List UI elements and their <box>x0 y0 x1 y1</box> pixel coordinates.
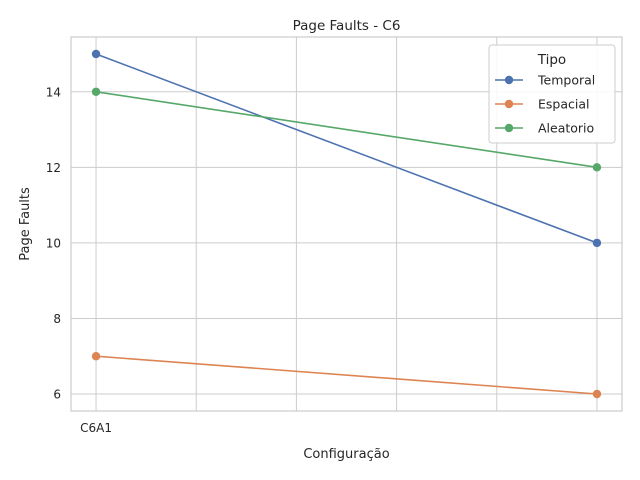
legend-entry-espacial: Espacial <box>495 97 589 112</box>
data-point-aleatorio-1 <box>592 163 602 172</box>
series-line-temporal <box>95 53 598 244</box>
plot-frame <box>70 36 623 412</box>
series-line-aleatorio <box>95 90 598 169</box>
legend-label-temporal: Temporal <box>537 73 595 88</box>
legend-frame <box>488 44 616 144</box>
x-tick-label-0: C6A1 <box>80 421 112 435</box>
y-axis-ticks: 6 8 10 12 14 <box>46 85 61 401</box>
legend-entry-temporal: Temporal <box>495 73 595 88</box>
data-point-temporal-1 <box>592 238 602 248</box>
y-tick-label-0: 6 <box>53 388 61 402</box>
data-point-espacial-0 <box>91 352 101 361</box>
legend-title: Tipo <box>537 52 566 68</box>
chart-title: Page Faults - C6 <box>293 18 401 34</box>
series-layer <box>91 49 602 399</box>
legend-label-espacial: Espacial <box>538 97 589 112</box>
legend: Tipo Temporal Espacial Aleatorio <box>488 44 616 144</box>
legend-marker-aleatorio <box>504 123 514 133</box>
y-tick-label-3: 12 <box>46 161 61 175</box>
x-axis-label: Configuração <box>303 447 389 462</box>
series-line-espacial <box>95 355 598 395</box>
x-axis-ticks: C6A1 <box>80 421 112 435</box>
data-point-temporal-0 <box>91 49 101 59</box>
legend-entry-aleatorio: Aleatorio <box>495 121 594 136</box>
y-axis-label: Page Faults <box>18 187 33 261</box>
y-tick-label-4: 14 <box>46 85 61 99</box>
y-tick-label-2: 10 <box>46 236 61 250</box>
data-point-aleatorio-0 <box>91 87 101 96</box>
y-tick-label-1: 8 <box>53 312 61 326</box>
legend-label-aleatorio: Aleatorio <box>538 121 594 136</box>
legend-marker-temporal <box>504 75 514 85</box>
legend-marker-espacial <box>504 99 514 109</box>
data-point-espacial-1 <box>592 389 602 399</box>
legend-entries: Temporal Espacial Aleatorio <box>495 73 595 136</box>
